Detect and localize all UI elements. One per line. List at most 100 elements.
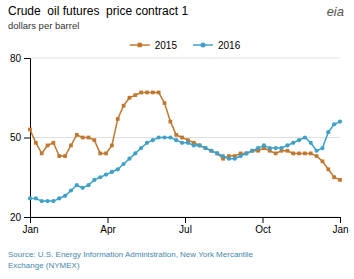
point xyxy=(28,128,32,132)
point xyxy=(332,122,336,126)
point xyxy=(192,143,196,147)
point xyxy=(104,152,108,156)
point xyxy=(151,91,155,95)
point xyxy=(86,183,90,187)
legend-entry: 2016 xyxy=(193,40,241,51)
point xyxy=(116,117,120,121)
point xyxy=(274,152,278,156)
grid-line xyxy=(30,58,340,59)
x-tick-label: Apr xyxy=(100,224,116,235)
point xyxy=(57,154,61,158)
point xyxy=(28,196,32,200)
point xyxy=(121,162,125,166)
point xyxy=(338,119,342,123)
point xyxy=(315,154,319,158)
point xyxy=(87,136,91,140)
x-tick: Jan xyxy=(22,217,38,235)
point xyxy=(169,120,173,124)
point xyxy=(297,138,301,142)
x-tick-mark xyxy=(108,217,109,223)
point xyxy=(250,149,254,153)
x-tick-mark xyxy=(263,217,264,223)
point xyxy=(297,152,301,156)
point xyxy=(40,152,44,156)
legend-label: 2016 xyxy=(218,40,241,51)
point xyxy=(104,172,108,176)
point xyxy=(209,149,213,153)
y-tick: 50 xyxy=(10,132,30,143)
point xyxy=(151,138,155,142)
x-tick-mark xyxy=(30,217,31,223)
point xyxy=(128,96,132,100)
point xyxy=(321,159,325,163)
point xyxy=(75,133,79,137)
x-tick-label: Jan xyxy=(332,224,348,235)
x-tick: Apr xyxy=(100,217,116,235)
point xyxy=(52,141,56,145)
point xyxy=(221,154,225,158)
x-axis: Jan Apr Jul Oct Jan xyxy=(22,217,348,235)
point xyxy=(245,152,249,156)
point xyxy=(338,178,342,182)
legend-entry: 2015 xyxy=(130,40,178,51)
source-line: Source: U.S. Energy Information Administ… xyxy=(8,250,254,259)
y-tick: 20 xyxy=(10,212,30,223)
point xyxy=(139,91,143,95)
point xyxy=(209,149,213,153)
point xyxy=(139,146,143,150)
point xyxy=(34,141,38,145)
line xyxy=(30,92,340,179)
x-tick-label: Jul xyxy=(179,224,192,235)
source-line: Exchange (NYMEX) xyxy=(8,261,80,270)
point xyxy=(98,175,102,179)
point xyxy=(63,194,67,198)
point xyxy=(163,101,167,105)
point xyxy=(81,186,85,190)
x-tick-mark xyxy=(185,217,186,223)
point xyxy=(274,146,278,150)
x-axis-line xyxy=(31,218,341,224)
marks xyxy=(28,91,342,204)
x-tick: Jul xyxy=(179,217,192,235)
point xyxy=(238,154,242,158)
x-tick-mark xyxy=(340,217,341,223)
point xyxy=(145,91,149,95)
point xyxy=(309,152,313,156)
point xyxy=(174,138,178,142)
point xyxy=(69,188,73,192)
point xyxy=(51,199,55,203)
point xyxy=(285,143,289,147)
point xyxy=(180,141,184,145)
point xyxy=(81,136,85,140)
y-tick-mark xyxy=(24,58,30,59)
point xyxy=(157,135,161,139)
point xyxy=(63,154,67,158)
point xyxy=(110,144,114,148)
point xyxy=(314,149,318,153)
series xyxy=(28,91,342,182)
point xyxy=(92,138,96,142)
point xyxy=(244,151,248,155)
point xyxy=(303,152,307,156)
y-tick: 80 xyxy=(10,53,30,64)
grid-line xyxy=(30,137,340,138)
point xyxy=(227,157,231,161)
point xyxy=(34,196,38,200)
point xyxy=(256,146,260,150)
y-tick-label: 50 xyxy=(10,132,22,143)
chart: Crude oil futures price contract 1dollar… xyxy=(0,0,354,279)
x-tick-label: Jan xyxy=(22,224,38,235)
point xyxy=(215,152,219,156)
y-axis-line xyxy=(24,59,31,218)
point xyxy=(204,146,208,150)
point xyxy=(262,143,266,147)
point xyxy=(303,135,307,139)
point xyxy=(198,143,202,147)
point xyxy=(198,144,202,148)
point xyxy=(250,149,254,153)
x-tick-label: Oct xyxy=(255,224,271,235)
point xyxy=(162,135,166,139)
title: Crude oil futures price contract 1 xyxy=(8,4,188,18)
point xyxy=(279,146,283,150)
point xyxy=(215,151,219,155)
